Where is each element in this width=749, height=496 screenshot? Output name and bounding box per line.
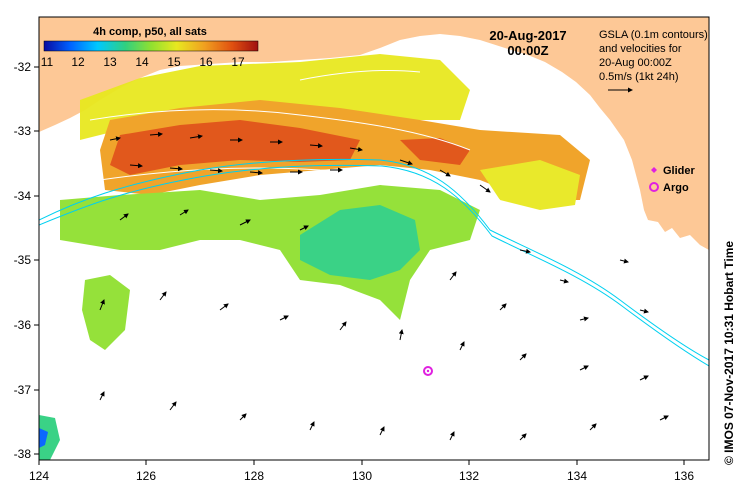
legend-line: GSLA (0.1m contours)	[599, 29, 708, 41]
legend-line: 20-Aug 00:00Z	[599, 57, 672, 69]
diamond-icon	[651, 167, 657, 173]
y-tick-label: -38	[14, 447, 32, 461]
colorbar-ticks: 11 12 13 14 15 16 17	[41, 55, 245, 69]
map-time: 00:00Z	[507, 43, 548, 58]
colorbar-tick-label: 14	[135, 55, 149, 69]
y-tick-label: -33	[14, 124, 32, 138]
plot-frame	[38, 16, 710, 461]
y-tick-label: -34	[14, 189, 32, 203]
x-tick-label: 130	[352, 469, 372, 483]
land-mass	[39, 17, 709, 250]
argo-float-marker	[423, 366, 433, 376]
x-tick-label: 134	[567, 469, 587, 483]
velocity-arrows	[99, 131, 669, 441]
glider-legend: Glider	[651, 165, 696, 177]
colorbar-label: 4h comp, p50, all sats	[93, 26, 207, 38]
colorbar-tick-label: 17	[231, 55, 245, 69]
x-tick-marks	[38, 460, 685, 465]
colorbar	[43, 40, 259, 52]
target-icon	[649, 182, 659, 192]
legend-line: 0.5m/s (1kt 24h)	[599, 71, 678, 83]
colorbar-tick-label: 11	[41, 55, 54, 69]
x-tick-label: 136	[674, 469, 694, 483]
y-tick-label: -37	[14, 383, 32, 397]
x-tick-label: 126	[136, 469, 156, 483]
y-tick-label: -32	[14, 60, 32, 74]
gsla-contours	[89, 69, 501, 201]
x-tick-label: 124	[29, 469, 49, 483]
colorbar-tick-label: 13	[103, 55, 117, 69]
x-tick-label: 128	[244, 469, 264, 483]
sst-field	[39, 54, 590, 460]
colorbar-tick-label: 16	[199, 55, 213, 69]
y-tick-marks	[34, 66, 39, 455]
legend-line: and velocities for	[599, 43, 682, 55]
x-tick-label: 132	[459, 469, 479, 483]
svg-text:Argo: Argo	[663, 182, 689, 194]
map-date: 20-Aug-2017	[489, 28, 566, 43]
argo-legend: Argo	[649, 182, 689, 194]
colorbar-tick-label: 12	[71, 55, 85, 69]
y-tick-label: -35	[14, 253, 32, 267]
y-tick-label: -36	[14, 318, 32, 332]
svg-text:Glider: Glider	[663, 165, 696, 177]
colorbar-tick-label: 15	[167, 55, 181, 69]
shelf-contour	[39, 158, 709, 367]
